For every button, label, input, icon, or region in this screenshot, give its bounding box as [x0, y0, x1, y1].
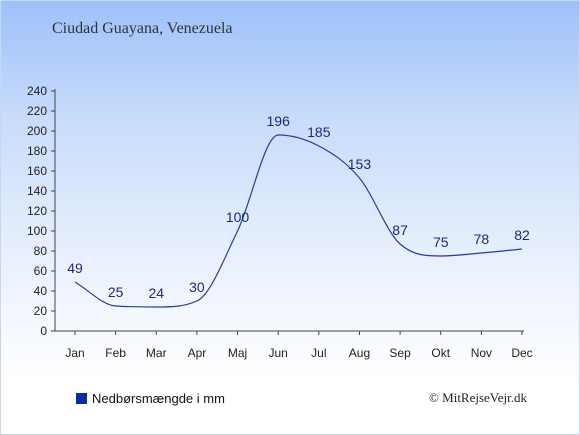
- data-label: 75: [433, 234, 449, 250]
- y-tick-label: 0: [40, 324, 47, 338]
- y-tick-label: 100: [27, 224, 47, 238]
- y-tick-label: 20: [34, 304, 48, 318]
- line-chart: 0 20 40 60 80 100 120 140 160 180 200 220 240 Jan Feb M…: [27, 84, 533, 360]
- x-tick-label: Okt: [431, 346, 450, 360]
- x-tick-label: Mar: [146, 346, 167, 360]
- data-label: 24: [148, 285, 164, 301]
- data-label: 30: [189, 279, 205, 295]
- legend-label: Nedbørsmængde i mm: [92, 391, 225, 406]
- x-tick-label: Aug: [349, 346, 370, 360]
- y-tick-label: 160: [27, 164, 47, 178]
- data-label: 185: [307, 124, 331, 140]
- x-tick-label: Apr: [188, 346, 207, 360]
- y-tick-label: 40: [34, 284, 48, 298]
- x-tick-label: Maj: [228, 346, 247, 360]
- y-tick-label: 200: [27, 124, 47, 138]
- data-label: 87: [392, 222, 408, 238]
- x-tick-label: Jun: [269, 346, 288, 360]
- x-tick-label: Jul: [311, 346, 326, 360]
- y-tick-label: 140: [27, 184, 47, 198]
- page-title: Ciudad Guayana, Venezuela: [52, 20, 233, 37]
- x-tick-label: Feb: [105, 346, 126, 360]
- x-tick-label: Nov: [471, 346, 492, 360]
- data-label: 196: [267, 113, 291, 129]
- legend-swatch: [76, 393, 87, 404]
- y-tick-label: 180: [27, 144, 47, 158]
- x-tick-label: Jan: [65, 346, 84, 360]
- data-label: 82: [514, 227, 530, 243]
- x-tick-label: Dec: [511, 346, 532, 360]
- y-tick-label: 80: [34, 244, 48, 258]
- series-line: [74, 134, 523, 308]
- data-label: 49: [67, 260, 83, 276]
- y-tick-label: 240: [27, 84, 47, 98]
- x-tick-label: Sep: [389, 346, 411, 360]
- y-tick-label: 120: [27, 204, 47, 218]
- legend: Nedbørsmængde i mm: [76, 391, 225, 406]
- y-tick-label: 220: [27, 104, 47, 118]
- data-label: 25: [108, 284, 124, 300]
- credit-text: © MitRejseVejr.dk: [429, 390, 527, 405]
- data-label: 78: [474, 231, 490, 247]
- data-label: 153: [348, 156, 372, 172]
- data-label: 100: [226, 209, 250, 225]
- y-tick-label: 60: [34, 264, 48, 278]
